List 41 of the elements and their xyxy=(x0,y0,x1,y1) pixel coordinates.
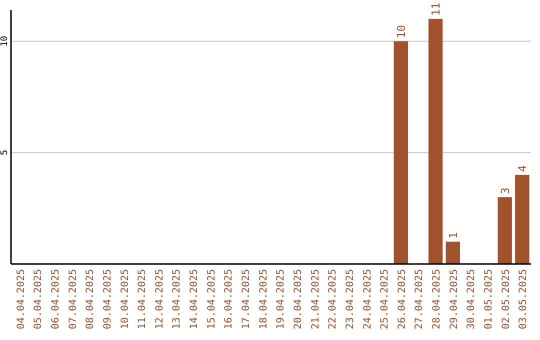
x-tick-label: 25.04.2025 xyxy=(380,269,391,330)
x-tick-label: 27.04.2025 xyxy=(414,269,426,330)
x-tick-label: 30.04.2025 xyxy=(466,269,478,330)
x-tick-label: 23.04.2025 xyxy=(344,269,356,330)
x-tick-label: 21.04.2025 xyxy=(310,269,322,330)
data-label: 3 xyxy=(498,188,512,194)
bar xyxy=(428,18,443,264)
x-tick-label: 28.04.2025 xyxy=(432,269,443,330)
data-label: 1 xyxy=(446,232,460,239)
x-tick-label: 13.04.2025 xyxy=(172,269,183,330)
x-tick-label: 12.04.2025 xyxy=(154,269,166,330)
bar xyxy=(446,242,460,264)
x-tick-label: 02.05.2025 xyxy=(500,269,512,330)
x-tick-label: 10.04.2025 xyxy=(120,269,131,330)
x-tick-label: 06.04.2025 xyxy=(50,269,62,330)
bar xyxy=(515,174,530,264)
x-tick-label: 09.04.2025 xyxy=(102,269,114,330)
x-tick-label: 26.04.2025 xyxy=(396,269,408,330)
x-tick-label: 20.04.2025 xyxy=(292,269,304,330)
x-tick-label: 18.04.2025 xyxy=(258,269,270,330)
x-tick-label: 17.04.2025 xyxy=(241,269,252,330)
x-tick-label: 24.04.2025 xyxy=(362,269,374,330)
data-label: 4 xyxy=(516,164,530,172)
x-tick-label: 16.04.2025 xyxy=(224,269,235,330)
x-tick-label: 04.04.2025 xyxy=(16,269,27,330)
data-label: 11 xyxy=(430,2,443,16)
x-tick-label: 19.04.2025 xyxy=(276,269,287,330)
x-tick-label: 01.05.2025 xyxy=(484,269,495,330)
x-tick-label: 29.04.2025 xyxy=(448,269,460,330)
x-tick-label: 08.04.2025 xyxy=(85,269,96,330)
x-tick-label: 22.04.2025 xyxy=(328,269,339,330)
x-tick-label: 15.04.2025 xyxy=(206,269,218,330)
x-tick-label: 05.04.2025 xyxy=(33,269,44,330)
y-tick-label: 5 xyxy=(0,150,10,156)
x-tick-label: 14.04.2025 xyxy=(189,269,200,330)
x-tick-label: 11.04.2025 xyxy=(137,269,148,330)
data-label: 10 xyxy=(394,24,408,38)
x-tick-label: 03.05.2025 xyxy=(518,269,530,330)
x-tick-label: 07.04.2025 xyxy=(68,269,79,330)
bar xyxy=(394,41,408,264)
bar xyxy=(498,197,512,264)
